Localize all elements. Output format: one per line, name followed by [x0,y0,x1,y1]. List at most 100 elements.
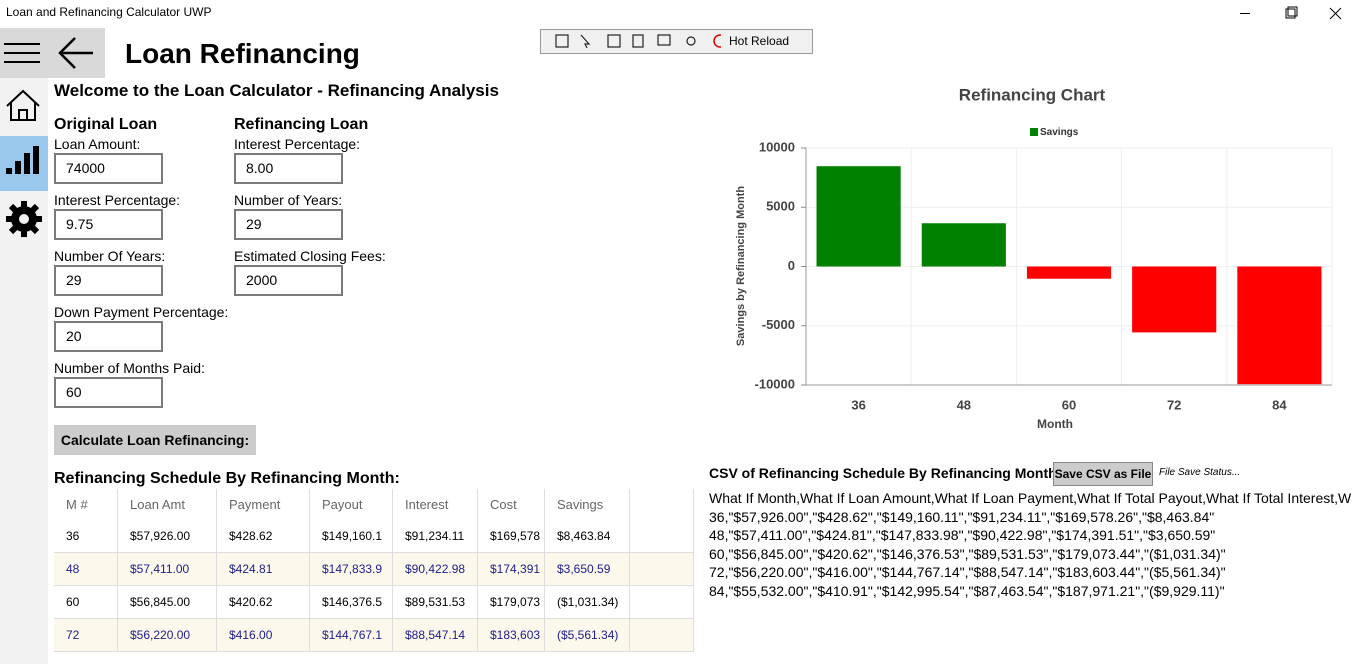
table-row: 72 $56,220.00 $416.00 $144,767.1 $88,547.14 $… [54,619,694,652]
text-input[interactable]: 74000 [54,153,163,184]
table-cell: M # [54,489,118,520]
text-input[interactable]: 9.75 [54,209,163,240]
field-label: Estimated Closing Fees: [234,248,386,264]
table-cell: Payout [310,489,393,520]
tool-icon[interactable] [607,34,621,48]
welcome-heading: Welcome to the Loan Calculator - Refinan… [54,81,499,100]
input-value: 74000 [66,160,105,176]
input-value: 29 [246,216,262,232]
calculate-button[interactable]: Calculate Loan Refinancing: [54,425,256,455]
table-cell: Interest [393,489,478,520]
table-cell: $169,578 [478,520,545,552]
table-cell: $8,463.84 [545,520,630,552]
field-label: Number of Months Paid: [54,360,205,376]
tool-icon[interactable] [580,34,591,49]
back-button[interactable] [58,37,93,69]
section-heading: Refinancing Loan [234,116,369,133]
toolbar-icons [555,34,721,49]
text-input[interactable]: 60 [54,377,163,408]
page-title: Loan Refinancing [125,38,360,69]
table-cell: Cost [478,489,545,520]
section-heading: Original Loan [54,116,158,133]
hot-reload-icon [713,34,721,48]
text-input[interactable]: 2000 [234,265,343,296]
table-cell [630,586,694,618]
table-cell: $57,411.00 [118,553,217,585]
table-cell: Loan Amt [118,489,217,520]
input-value: 20 [66,328,82,344]
table-cell: ($5,561.34) [545,619,630,651]
field-label: Interest Percentage: [234,136,361,152]
tool-icon[interactable] [632,34,644,48]
input-value: 29 [66,272,82,288]
y-tick-label: 10000 [759,139,795,154]
text-input[interactable]: 20 [54,321,163,352]
file-save-status: File Save Status... [1159,467,1241,478]
home-button[interactable] [6,89,40,121]
y-tick-label: -5000 [762,317,795,332]
debug-toolbar: Hot Reload [540,29,813,54]
y-tick-label: -10000 [755,376,795,391]
input-value: 9.75 [66,216,94,232]
x-axis-title: Month [1037,417,1073,431]
table-cell: $57,926.00 [118,520,217,552]
csv-line: 36,"$57,926.00","$428.62","$149,160.11",… [709,508,1215,525]
schedule-table: M # Loan Amt Payment Payout Interest Cost Savi… [54,489,694,664]
legend-swatch [1030,128,1038,136]
table-cell [630,619,694,651]
x-tick-label: 72 [1167,397,1181,412]
settings-button[interactable] [6,201,42,237]
text-input[interactable]: 8.00 [234,153,343,184]
chart-button[interactable] [6,146,39,174]
table-row: 60 $56,845.00 $420.62 $146,376.5 $89,531.53 $… [54,586,694,619]
field-label: Loan Amount: [54,136,141,152]
table-cell [630,553,694,585]
window-title: Loan and Refinancing Calculator UWP [6,5,212,19]
csv-line: 84,"$55,532.00","$410.91","$142,995.54",… [709,582,1225,599]
csv-title: CSV of Refinancing Schedule By Refinanci… [709,465,1057,481]
maximize-button-back [1287,6,1298,17]
table-header: M # Loan Amt Payment Payout Interest Cost Savi… [54,489,694,521]
legend-label: Savings [1040,127,1079,138]
hamburger-button[interactable] [4,43,40,63]
table-cell: Savings [545,489,630,520]
table-cell: $88,547.14 [393,619,478,651]
input-value: 8.00 [246,160,274,176]
table-cell: 72 [54,619,118,651]
text-input[interactable]: 29 [234,209,343,240]
close-button[interactable] [1329,7,1342,20]
chart-title: Refinancing Chart [959,85,1106,104]
table-cell: $149,160.1 [310,520,393,552]
field-label: Number Of Years: [54,248,166,264]
csv-line: 72,"$56,220.00","$416.00","$144,767.14",… [709,564,1226,580]
field-label: Number of Years: [234,192,343,208]
table-cell: $3,650.59 [545,553,630,585]
hot-reload-button[interactable]: Hot Reload [729,34,790,48]
table-cell: $424.81 [217,553,310,585]
bar [816,166,901,267]
input-value: 60 [66,384,82,400]
table-cell: $416.00 [217,619,310,651]
csv-line: What If Month,What If Loan Amount,What I… [709,490,1352,506]
tool-icon[interactable] [555,34,569,48]
y-tick-label: 5000 [766,199,795,214]
csv-text: What If Month,What If Loan Amount,What I… [709,489,1353,600]
table-cell: ($1,031.34) [545,586,630,618]
table-cell: $144,767.1 [310,619,393,651]
table-row [54,652,694,664]
table-cell [630,489,694,520]
table-cell [630,520,694,552]
bar [1026,266,1112,279]
input-value: 2000 [246,272,278,288]
x-tick-label: 48 [957,397,971,412]
bar [921,223,1006,267]
tool-icon[interactable] [686,36,696,46]
save-csv-button[interactable]: Save CSV as File [1053,462,1153,486]
table-cell: 48 [54,553,118,585]
text-input[interactable]: 29 [54,265,163,296]
maximize-button[interactable] [1285,8,1296,19]
tool-icon[interactable] [657,34,671,46]
table-cell: $174,391 [478,553,545,585]
nav-icons [4,37,93,237]
